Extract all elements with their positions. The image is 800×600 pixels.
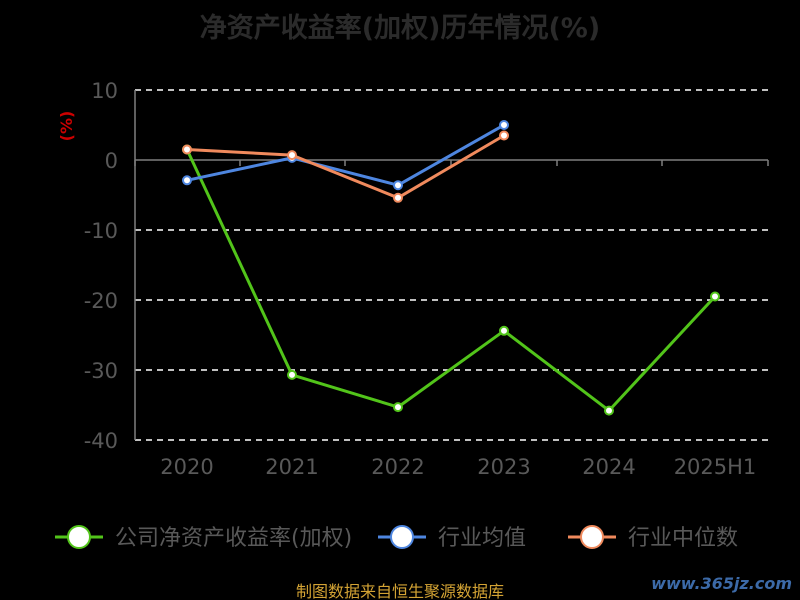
x-tick-label: 2021 bbox=[265, 455, 318, 479]
data-point bbox=[604, 405, 614, 416]
legend-marker bbox=[390, 525, 414, 549]
y-tick-label: -40 bbox=[84, 429, 118, 453]
legend-item-0: 公司净资产收益率(加权) bbox=[55, 525, 352, 551]
x-tick-label: 2022 bbox=[371, 455, 424, 479]
legend-label: 行业中位数 bbox=[628, 526, 738, 551]
legend-label: 行业均值 bbox=[438, 526, 526, 551]
y-tick-label: -30 bbox=[84, 359, 118, 383]
data-point bbox=[287, 150, 297, 161]
data-point bbox=[499, 120, 509, 130]
source-note: 制图数据来自恒生聚源数据库 bbox=[295, 582, 504, 600]
y-tick-label: -20 bbox=[84, 289, 118, 313]
data-point bbox=[393, 180, 403, 191]
series-line-0 bbox=[185, 148, 717, 413]
series-layer bbox=[182, 120, 720, 416]
watermark: www.365jz.com bbox=[651, 574, 792, 593]
series-line-2 bbox=[186, 134, 505, 200]
x-tick-label: 2025H1 bbox=[674, 455, 757, 479]
legend: 公司净资产收益率(加权) 行业均值 行业中位数 bbox=[55, 525, 738, 551]
y-axis-label: (%) bbox=[57, 111, 76, 142]
x-tick-label: 2023 bbox=[477, 455, 530, 479]
data-point bbox=[710, 291, 720, 302]
data-point bbox=[287, 369, 297, 380]
x-tick-label: 2020 bbox=[160, 455, 213, 479]
x-tick-label: 2024 bbox=[582, 455, 635, 479]
legend-item-2: 行业中位数 bbox=[568, 525, 738, 551]
legend-marker bbox=[580, 525, 604, 549]
data-point bbox=[393, 192, 403, 203]
data-point bbox=[182, 144, 192, 155]
legend-item-1: 行业均值 bbox=[378, 525, 526, 551]
y-tick-label: 10 bbox=[91, 79, 118, 103]
data-point bbox=[499, 130, 509, 141]
axis-layer: 10 0 -10 -20 -30 -40 2020 2021 2022 2023 2024 2025H… bbox=[84, 79, 769, 479]
chart-title: 净资产收益率(加权)历年情况(%) bbox=[199, 13, 601, 44]
y-tick-label: -10 bbox=[84, 219, 118, 243]
data-point bbox=[182, 175, 192, 186]
grid-layer bbox=[135, 89, 768, 441]
legend-marker bbox=[67, 525, 91, 549]
legend-label: 公司净资产收益率(加权) bbox=[115, 526, 352, 551]
data-point bbox=[393, 402, 403, 413]
y-tick-label: 0 bbox=[105, 149, 118, 173]
series-line-1 bbox=[186, 123, 505, 187]
data-point bbox=[499, 325, 509, 336]
